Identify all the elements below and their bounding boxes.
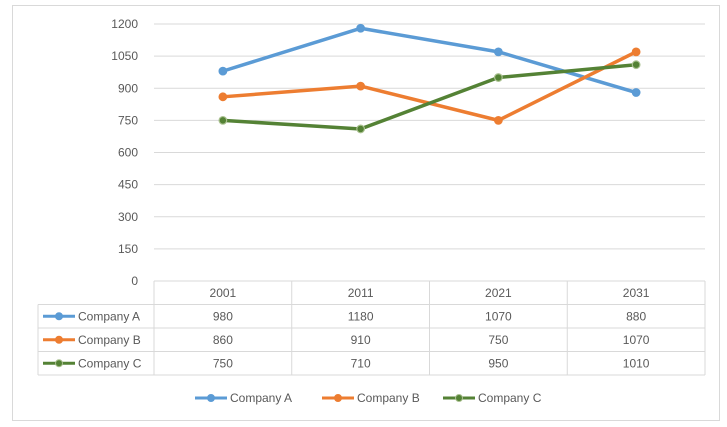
data-point bbox=[493, 47, 503, 57]
legend: Company A Company B Company C bbox=[195, 391, 542, 405]
y-axis-ticks: 0 150 300 450 600 750 900 1050 1200 bbox=[111, 17, 138, 288]
data-point bbox=[218, 115, 228, 125]
legend-label: Company C bbox=[478, 391, 542, 405]
y-tick-label: 0 bbox=[131, 274, 138, 288]
y-tick-label: 1050 bbox=[111, 49, 138, 63]
data-point bbox=[493, 73, 503, 82]
data-point bbox=[631, 88, 641, 97]
y-tick-label: 1200 bbox=[111, 17, 138, 31]
data-point bbox=[218, 92, 228, 102]
table-cell-value: 750 bbox=[488, 333, 508, 347]
table-cell-value: 910 bbox=[351, 333, 371, 347]
x-category-label: 2011 bbox=[348, 286, 374, 300]
y-tick-label: 750 bbox=[118, 113, 138, 127]
x-category-label: 2021 bbox=[485, 286, 512, 300]
table-legend-marker bbox=[55, 359, 63, 368]
series-lines bbox=[218, 23, 641, 134]
x-category-label: 2001 bbox=[210, 286, 237, 300]
legend-label: Company A bbox=[230, 391, 292, 405]
data-point bbox=[493, 115, 503, 125]
table-cell-value: 880 bbox=[626, 309, 646, 323]
series-line bbox=[221, 62, 638, 131]
legend-marker bbox=[455, 394, 463, 402]
table-cell-value: 710 bbox=[351, 356, 371, 370]
table-legend-marker bbox=[55, 335, 63, 344]
legend-marker bbox=[334, 394, 342, 402]
y-tick-label: 600 bbox=[118, 146, 138, 160]
table-cell-value: 1070 bbox=[623, 333, 650, 347]
data-point bbox=[356, 124, 366, 134]
data-point bbox=[631, 60, 641, 70]
data-point bbox=[218, 66, 228, 76]
table-cell-value: 1180 bbox=[348, 309, 374, 323]
table-cell-value: 750 bbox=[213, 356, 233, 370]
table-cell-value: 980 bbox=[213, 309, 233, 323]
legend-marker bbox=[207, 394, 215, 402]
gridlines bbox=[154, 23, 705, 282]
table-cell-value: 1070 bbox=[485, 309, 512, 323]
table-cell-value: 860 bbox=[213, 333, 233, 347]
y-tick-label: 300 bbox=[118, 210, 138, 224]
table-cell-value: 1010 bbox=[623, 356, 650, 370]
y-tick-label: 150 bbox=[118, 242, 138, 256]
table-series-name: Company A bbox=[78, 309, 140, 323]
table-legend-marker bbox=[55, 312, 63, 321]
x-category-label: 2031 bbox=[623, 286, 650, 300]
table-cell-value: 950 bbox=[488, 356, 508, 370]
y-tick-label: 900 bbox=[118, 81, 138, 95]
table-series-name: Company B bbox=[78, 333, 141, 347]
data-point bbox=[356, 81, 366, 91]
table-series-name: Company C bbox=[78, 356, 142, 370]
data-point bbox=[631, 47, 641, 57]
data-table: 2001 2011 2021 2031 Company A 980 1180 1070 880 C… bbox=[37, 280, 706, 376]
series-line bbox=[221, 50, 638, 123]
y-tick-label: 450 bbox=[118, 178, 138, 192]
data-point bbox=[356, 23, 366, 33]
legend-label: Company B bbox=[357, 391, 420, 405]
